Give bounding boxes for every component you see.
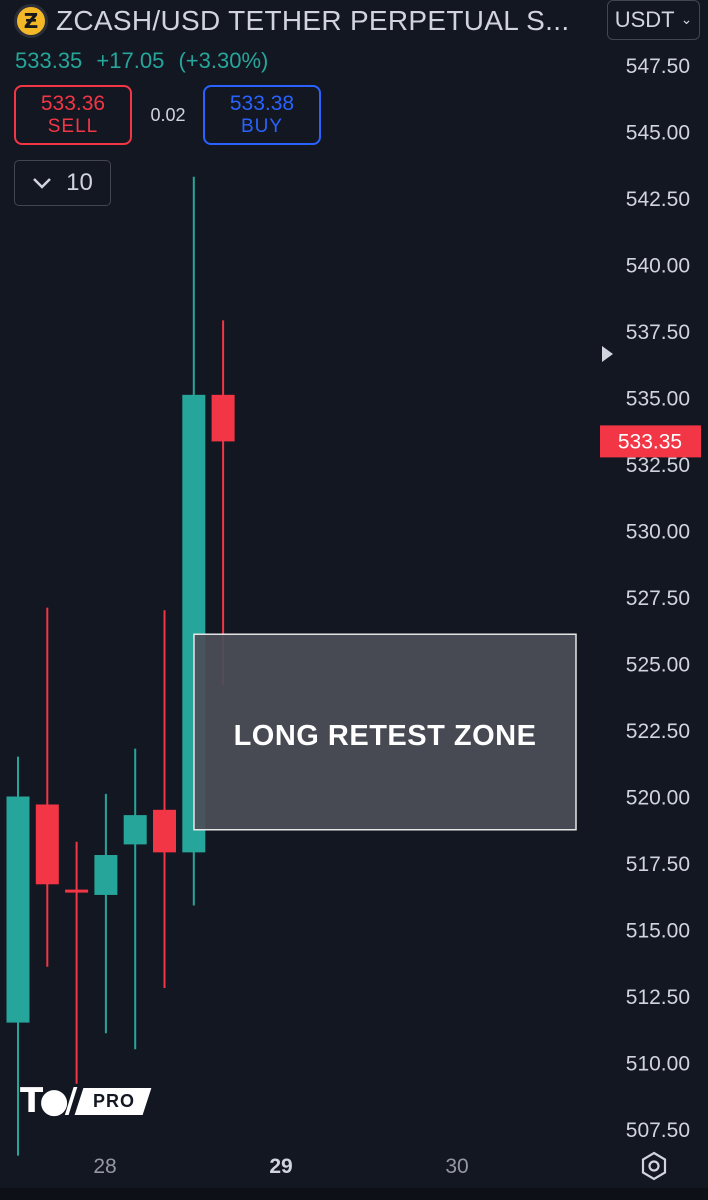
y-tick-label: 547.50 — [626, 55, 690, 78]
candle-body — [6, 796, 30, 1023]
zone-label: LONG RETEST ZONE — [233, 720, 537, 752]
candle — [65, 841, 89, 1084]
candle-body — [211, 394, 235, 442]
symbol-header[interactable]: Ƶ ZCASH/USD TETHER PERPETUAL S... — [14, 4, 569, 38]
y-tick-label: 535.00 — [626, 388, 690, 411]
tradingview-logo: T●/ PRO — [20, 1081, 152, 1121]
tv-logo-mark: T●/ — [20, 1081, 77, 1121]
y-tick-label: 537.50 — [626, 321, 690, 344]
candle-body — [153, 809, 176, 853]
x-tick-label: 28 — [93, 1155, 116, 1178]
price-change-percent: (+3.30%) — [178, 48, 269, 73]
price-tag-box — [600, 425, 701, 458]
bottom-strip — [0, 1188, 708, 1200]
symbol-title[interactable]: ZCASH/USD TETHER PERPETUAL S... — [56, 5, 570, 36]
triangle-right-icon[interactable] — [600, 345, 614, 363]
candle-body — [65, 889, 89, 893]
y-tick-label: 510.00 — [626, 1053, 690, 1076]
candles-group — [6, 176, 235, 1156]
candle-body — [94, 855, 118, 895]
price-change: +17.05 — [96, 48, 165, 73]
current-price-tag: 533.35 — [600, 425, 701, 458]
sell-button[interactable]: 533.36 SELL — [14, 85, 132, 145]
y-tick-label: 520.00 — [626, 787, 690, 810]
candle-body — [123, 815, 147, 845]
price-summary: 533.35 +17.05 (+3.30%) — [15, 48, 276, 74]
y-tick-label: 545.00 — [626, 122, 690, 145]
y-tick-label: 527.50 — [626, 587, 690, 610]
currency-dropdown[interactable]: USDT ⌄ — [607, 0, 700, 40]
currency-label: USDT — [614, 7, 675, 32]
buy-button[interactable]: 533.38 BUY — [203, 85, 321, 145]
last-price: 533.35 — [15, 48, 83, 73]
spread-value: 0.02 — [150, 105, 186, 125]
x-tick-label: 29 — [269, 1155, 292, 1178]
sell-label: SELL — [47, 116, 99, 138]
y-tick-label: 530.00 — [626, 521, 690, 544]
x-axis: 28 29 30 — [93, 1155, 468, 1178]
gear-icon[interactable] — [638, 1150, 670, 1182]
quantity-value: 10 — [66, 169, 93, 196]
pro-badge: PRO — [74, 1087, 152, 1115]
y-tick-label: 540.00 — [626, 255, 690, 278]
y-tick-label: 522.50 — [626, 720, 690, 743]
zcash-coin-icon: Ƶ — [14, 4, 48, 38]
candle — [35, 607, 59, 967]
y-tick-label: 532.50 — [626, 454, 690, 477]
y-tick-label: 515.00 — [626, 920, 690, 943]
candle — [94, 793, 118, 1034]
y-tick-label: 507.50 — [626, 1119, 690, 1142]
zone-box[interactable] — [193, 633, 577, 831]
y-tick-label: 517.50 — [626, 853, 690, 876]
buy-label: BUY — [240, 116, 284, 138]
y-tick-label: 542.50 — [626, 188, 690, 211]
chevron-down-icon — [33, 178, 52, 189]
candle — [6, 756, 30, 1156]
candle — [153, 610, 176, 989]
x-tick-label: 30 — [445, 1155, 468, 1178]
pro-label: PRO — [93, 1090, 136, 1111]
candle — [123, 748, 147, 1050]
y-axis: 547.50 545.00 542.50 540.00 537.50 535.00 532.… — [626, 55, 690, 1142]
candle — [211, 320, 235, 685]
buy-price: 533.38 — [229, 92, 295, 115]
price-tag-label: 533.35 — [618, 430, 682, 453]
chevron-down-icon: ⌄ — [680, 12, 693, 28]
sell-price: 533.36 — [40, 92, 106, 115]
y-tick-label: 525.00 — [626, 654, 690, 677]
y-tick-label: 512.50 — [626, 986, 690, 1009]
candle-body — [35, 804, 59, 885]
quantity-dropdown[interactable]: 10 — [14, 160, 111, 206]
